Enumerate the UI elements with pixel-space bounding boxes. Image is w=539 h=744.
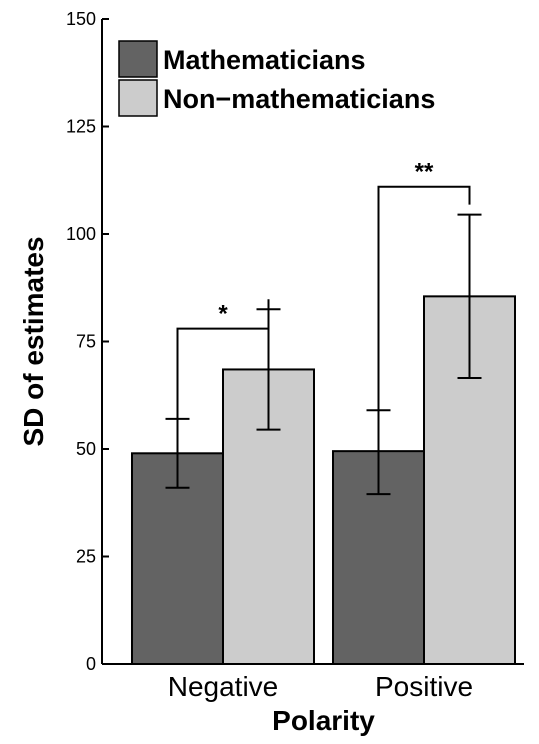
y-tick-label: 25	[76, 547, 96, 567]
y-ticks: 0 25 50 75 100 125 150	[66, 9, 109, 674]
x-axis-title: Polarity	[272, 705, 375, 736]
legend: Mathematicians Non−mathematicians	[118, 40, 435, 117]
y-tick-label: 125	[66, 117, 96, 137]
x-category-label: Negative	[168, 671, 279, 702]
legend-swatch	[118, 40, 158, 78]
significance-label: *	[218, 301, 228, 328]
y-tick-label: 100	[66, 224, 96, 244]
significance-brackets: ***	[176, 159, 471, 419]
bars	[131, 295, 516, 665]
y-tick-label: 150	[66, 9, 96, 29]
y-tick-label: 75	[76, 332, 96, 352]
y-axis-title: SD of estimates	[18, 236, 49, 446]
legend-label: Mathematicians	[163, 45, 366, 75]
significance-bracket	[176, 299, 270, 419]
error-bars	[165, 213, 482, 496]
y-tick-label: 50	[76, 439, 96, 459]
y-tick-label: 0	[86, 654, 96, 674]
legend-swatch	[118, 79, 158, 117]
x-category-labels: Negative Positive	[168, 671, 473, 702]
significance-bracket	[377, 185, 471, 411]
legend-label: Non−mathematicians	[163, 84, 435, 114]
significance-label: **	[415, 159, 434, 186]
x-category-label: Positive	[375, 671, 473, 702]
